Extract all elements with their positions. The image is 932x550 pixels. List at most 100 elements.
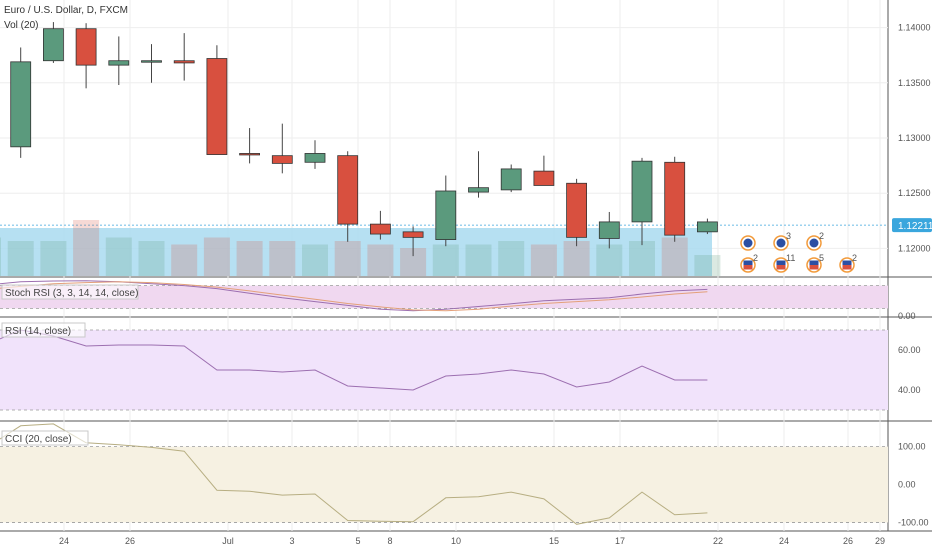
last-price-pill: [892, 218, 932, 233]
time-tick: 5: [355, 536, 360, 546]
volume-bar: [73, 220, 100, 276]
cci-label-frame: [1, 430, 89, 446]
candle-body: [271, 155, 293, 164]
time-tick: 17: [615, 536, 625, 546]
volume-bar: [432, 244, 459, 276]
price-tick: 1.13500: [898, 78, 931, 88]
candle-body: [239, 153, 261, 156]
candle-body: [369, 223, 391, 235]
us-flag-stripes: [842, 265, 852, 270]
time-tick: 26: [843, 536, 853, 546]
economic-events: 3 2 2 11 5 2: [740, 231, 857, 273]
cci-tick: 0.00: [898, 480, 916, 490]
candle-body: [402, 231, 424, 238]
time-tick: 8: [387, 536, 392, 546]
cci-tick: 100.00: [898, 442, 926, 452]
rsi-tick: 40.00: [898, 385, 921, 395]
volume-bar: [694, 255, 721, 276]
time-tick: 29: [875, 536, 885, 546]
event-count: 2: [819, 231, 824, 241]
event-count: 2: [852, 253, 857, 263]
price-tick: 1.12500: [898, 188, 931, 198]
price-tick: 1.14000: [898, 23, 931, 33]
rsi-label-box[interactable]: RSI (14, close): [1, 322, 86, 338]
candle-body: [598, 221, 620, 239]
volume-bar: [563, 241, 590, 276]
volume-bar: [334, 241, 361, 276]
volume-bar: [498, 241, 525, 276]
candle-body: [500, 168, 522, 191]
chart-title: Euro / U.S. Dollar, D, FXCM: [4, 5, 128, 16]
stoch-rsi-label-frame: [1, 284, 139, 300]
eu-flag-icon: [776, 238, 786, 248]
volume-bar: [236, 241, 263, 276]
cci-label: CCI (20, close): [5, 434, 72, 445]
event-count: 2: [753, 253, 758, 263]
us-flag-stripes: [743, 265, 753, 270]
time-tick: 3: [289, 536, 294, 546]
volume-bar: [105, 237, 132, 276]
volume-bar: [661, 237, 688, 276]
rsi-label: RSI (14, close): [5, 326, 71, 337]
candle-body: [75, 28, 97, 66]
volume-bar: [7, 241, 34, 276]
stoch-rsi-label-box[interactable]: Stoch RSI (3, 3, 14, 14, close): [1, 284, 139, 300]
us-flag-icon: [809, 260, 819, 265]
eu-flag-icon: [743, 238, 753, 248]
rsi-band: [0, 330, 888, 410]
price-tick: 1.13000: [898, 133, 931, 143]
volume-bar: [269, 241, 296, 276]
volume-bar: [465, 244, 492, 276]
time-tick: 26: [125, 536, 135, 546]
price-tick: 1.12000: [898, 243, 931, 253]
time-tick: 15: [549, 536, 559, 546]
candle-body: [631, 160, 653, 223]
stoch-rsi-label: Stoch RSI (3, 3, 14, 14, close): [5, 288, 138, 299]
rsi-line: [0, 329, 708, 391]
last-price-marker: 1.12211: [892, 218, 932, 233]
candle-body: [10, 61, 32, 148]
volume-bar: [530, 244, 557, 276]
event-count: 11: [786, 253, 795, 263]
candle-body: [337, 155, 359, 225]
rsi-tick: 60.00: [898, 345, 921, 355]
time-tick: 10: [451, 536, 461, 546]
last-price-value: 1.12211: [898, 221, 932, 232]
candle-body: [566, 182, 587, 238]
indicator-lines: [0, 280, 888, 525]
volume-bar: [302, 244, 328, 276]
candle-body: [435, 190, 457, 240]
volume-label: Vol (20): [4, 20, 38, 31]
candle-body: [697, 221, 718, 233]
us-flag-icon: [776, 260, 786, 265]
us-flag-stripes: [776, 265, 786, 270]
volume-bar: [0, 237, 1, 276]
price-axis: 1.14000 1.13500 1.13000 1.12500 1.12000 0.00 6…: [898, 23, 931, 528]
candle-body: [664, 161, 686, 236]
candle-body: [173, 60, 195, 64]
rsi-label-frame: [1, 322, 86, 338]
candle-body: [141, 60, 162, 63]
event-count: 3: [786, 231, 791, 241]
volume-bar: [203, 237, 230, 276]
volume-bar: [596, 244, 623, 276]
event-count: 5: [819, 253, 824, 263]
candle-body: [108, 60, 130, 66]
candle-body: [43, 28, 64, 62]
us-flag-icon: [743, 260, 753, 265]
time-tick: 22: [713, 536, 723, 546]
volume-band: [0, 228, 712, 276]
time-tick: 24: [779, 536, 789, 546]
volume-bar: [138, 241, 165, 276]
price-candles: [10, 22, 718, 257]
volume-bar: [367, 244, 394, 276]
time-tick: Jul: [222, 536, 234, 546]
cci-label-box[interactable]: CCI (20, close): [1, 430, 89, 446]
us-flag-icon: [842, 260, 852, 265]
cci-line: [0, 423, 708, 525]
stoch-rsi-line: [0, 280, 708, 312]
us-flag-stripes: [809, 265, 819, 270]
stoch-rsi-line: [0, 281, 708, 312]
volume-bar: [629, 241, 655, 276]
